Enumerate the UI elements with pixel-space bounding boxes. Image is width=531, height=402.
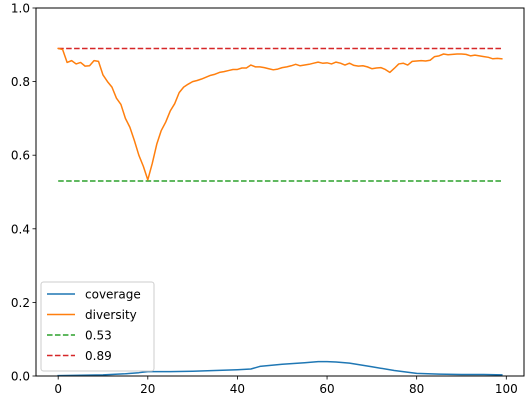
x-tick-label: 20 xyxy=(140,382,155,396)
y-tick-label: 0.0 xyxy=(11,370,30,384)
x-tick-label: 100 xyxy=(495,382,518,396)
legend-label-coverage: coverage xyxy=(85,288,141,302)
y-tick-label: 0.4 xyxy=(11,222,30,236)
plot-frame xyxy=(35,7,525,377)
axis-layer: 0 20 40 60 80 100 0.0 0.2 0.4 0.6 0.8 1.0 xyxy=(11,2,518,397)
x-tick-label: 40 xyxy=(230,382,245,396)
y-tick-label: 0.8 xyxy=(11,75,30,89)
legend-box xyxy=(40,281,155,372)
y-tick-label: 1.0 xyxy=(11,2,30,16)
series-line-diversity xyxy=(57,47,503,181)
y-tick-label: 0.2 xyxy=(11,296,30,310)
series-line-coverage xyxy=(57,360,503,377)
legend-label-diversity: diversity xyxy=(85,308,137,322)
legend: coverage diversity 0.53 0.89 xyxy=(40,281,155,372)
x-tick-label: 0 xyxy=(54,382,62,396)
legend-label-0-89: 0.89 xyxy=(85,349,112,363)
legend-label-0-53: 0.53 xyxy=(85,329,112,343)
x-tick-label: 60 xyxy=(319,382,334,396)
series-layer xyxy=(57,47,503,377)
x-tick-label: 80 xyxy=(409,382,424,396)
y-tick-label: 0.6 xyxy=(11,149,30,163)
